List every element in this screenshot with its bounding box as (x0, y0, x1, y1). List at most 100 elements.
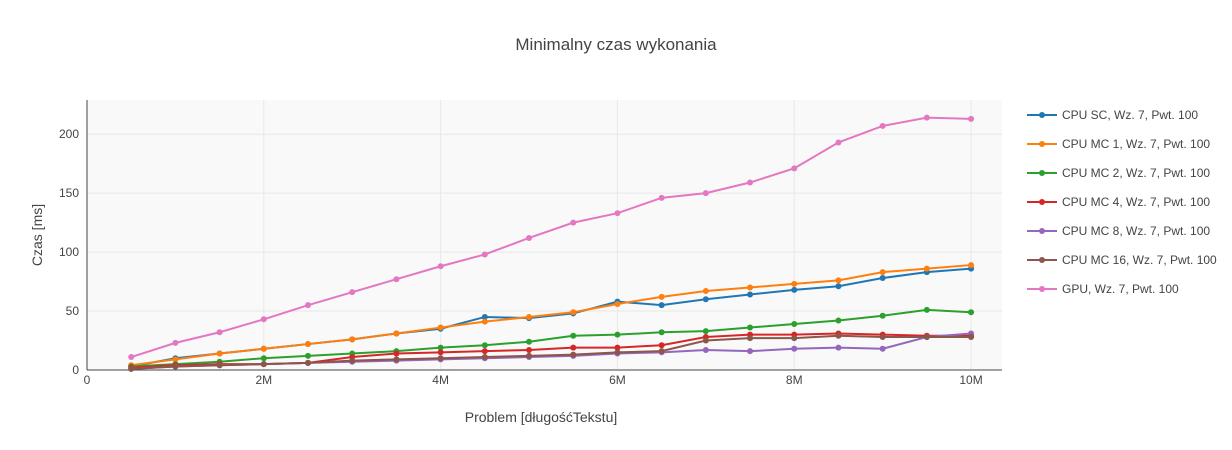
data-point (747, 348, 754, 355)
x-tick-label: 2M (255, 373, 272, 387)
data-point (702, 328, 709, 335)
data-point (702, 296, 709, 303)
data-point (747, 179, 754, 186)
series-line (131, 264, 972, 367)
data-point (570, 332, 577, 339)
data-point (570, 344, 577, 351)
data-point (216, 329, 223, 336)
data-point (835, 283, 842, 290)
data-point (968, 333, 975, 340)
series-line (131, 308, 972, 368)
y-tick-label: 100 (59, 245, 79, 259)
data-point (923, 333, 930, 340)
series-group (128, 114, 975, 372)
legend-item[interactable]: CPU MC 1, Wz. 7, Pwt. 100 (1027, 137, 1210, 151)
chart-title: Minimalny czas wykonania (515, 35, 717, 54)
data-point (614, 349, 621, 356)
data-point (216, 350, 223, 357)
data-point (835, 344, 842, 351)
data-point (526, 234, 533, 241)
x-axis-ticks: 0 2M 4M 6M 8M 10M (84, 373, 983, 387)
legend-item[interactable]: CPU SC, Wz. 7, Pwt. 100 (1027, 108, 1198, 122)
data-point (570, 309, 577, 316)
grid-lines (87, 100, 1002, 370)
data-point (968, 309, 975, 316)
data-point (481, 251, 488, 258)
legend-item[interactable]: CPU MC 8, Wz. 7, Pwt. 100 (1027, 224, 1210, 238)
data-point (526, 346, 533, 353)
data-point (968, 115, 975, 122)
legend-item[interactable]: GPU, Wz. 7, Pwt. 100 (1027, 282, 1179, 296)
legend-label: CPU MC 16, Wz. 7, Pwt. 100 (1062, 253, 1217, 267)
data-point (349, 336, 356, 343)
data-point (879, 345, 886, 352)
legend-swatch-marker (1039, 228, 1045, 234)
plot-area (87, 100, 1002, 370)
data-point (437, 324, 444, 331)
legend[interactable]: CPU SC, Wz. 7, Pwt. 100 CPU MC 1, Wz. 7, … (1027, 108, 1217, 296)
legend-label: CPU MC 4, Wz. 7, Pwt. 100 (1062, 195, 1210, 209)
data-point (614, 300, 621, 307)
x-tick-label: 8M (786, 373, 803, 387)
data-point (481, 318, 488, 325)
data-point (702, 346, 709, 353)
data-point (747, 291, 754, 298)
data-point (260, 345, 267, 352)
data-point (968, 262, 975, 269)
data-point (526, 338, 533, 345)
data-point (923, 114, 930, 121)
data-point (260, 316, 267, 323)
data-point (791, 165, 798, 172)
series-7 (128, 114, 975, 361)
data-point (437, 349, 444, 356)
data-point (393, 350, 400, 357)
data-point (393, 276, 400, 283)
x-axis-title: Problem [długośćTekstu] (465, 409, 618, 425)
data-point (791, 280, 798, 287)
x-tick-label: 4M (432, 373, 449, 387)
data-point (923, 306, 930, 313)
data-point (437, 355, 444, 362)
x-tick-label: 10M (959, 373, 982, 387)
x-tick-label: 6M (609, 373, 626, 387)
data-point (172, 339, 179, 346)
data-point (349, 357, 356, 364)
y-tick-label: 200 (59, 127, 79, 141)
data-point (216, 362, 223, 369)
data-point (172, 363, 179, 370)
data-point (393, 330, 400, 337)
data-point (305, 302, 312, 309)
data-point (128, 354, 135, 361)
data-point (526, 352, 533, 359)
y-axis-title: Czas [ms] (29, 204, 45, 266)
data-point (879, 275, 886, 282)
data-point (614, 344, 621, 351)
data-point (437, 344, 444, 351)
series-line (130, 116, 972, 358)
legend-swatch-marker (1039, 257, 1045, 263)
data-point (614, 331, 621, 338)
data-point (791, 286, 798, 293)
data-point (747, 335, 754, 342)
data-point (614, 210, 621, 217)
legend-swatch-marker (1039, 199, 1045, 205)
data-point (481, 313, 488, 320)
data-point (835, 277, 842, 284)
data-point (481, 354, 488, 361)
legend-label: CPU MC 2, Wz. 7, Pwt. 100 (1062, 166, 1210, 180)
data-point (658, 329, 665, 336)
data-point (349, 289, 356, 296)
legend-item[interactable]: CPU MC 16, Wz. 7, Pwt. 100 (1027, 253, 1217, 267)
legend-label: CPU MC 8, Wz. 7, Pwt. 100 (1062, 224, 1210, 238)
y-axis-ticks: 0 50 100 150 200 (59, 127, 79, 377)
legend-label: CPU SC, Wz. 7, Pwt. 100 (1062, 108, 1198, 122)
series-2 (128, 262, 975, 369)
y-tick-label: 150 (59, 186, 79, 200)
data-point (791, 345, 798, 352)
legend-item[interactable]: CPU MC 2, Wz. 7, Pwt. 100 (1027, 166, 1210, 180)
data-point (570, 351, 577, 358)
data-point (481, 348, 488, 355)
data-point (437, 263, 444, 270)
legend-item[interactable]: CPU MC 4, Wz. 7, Pwt. 100 (1027, 195, 1210, 209)
data-point (702, 288, 709, 295)
